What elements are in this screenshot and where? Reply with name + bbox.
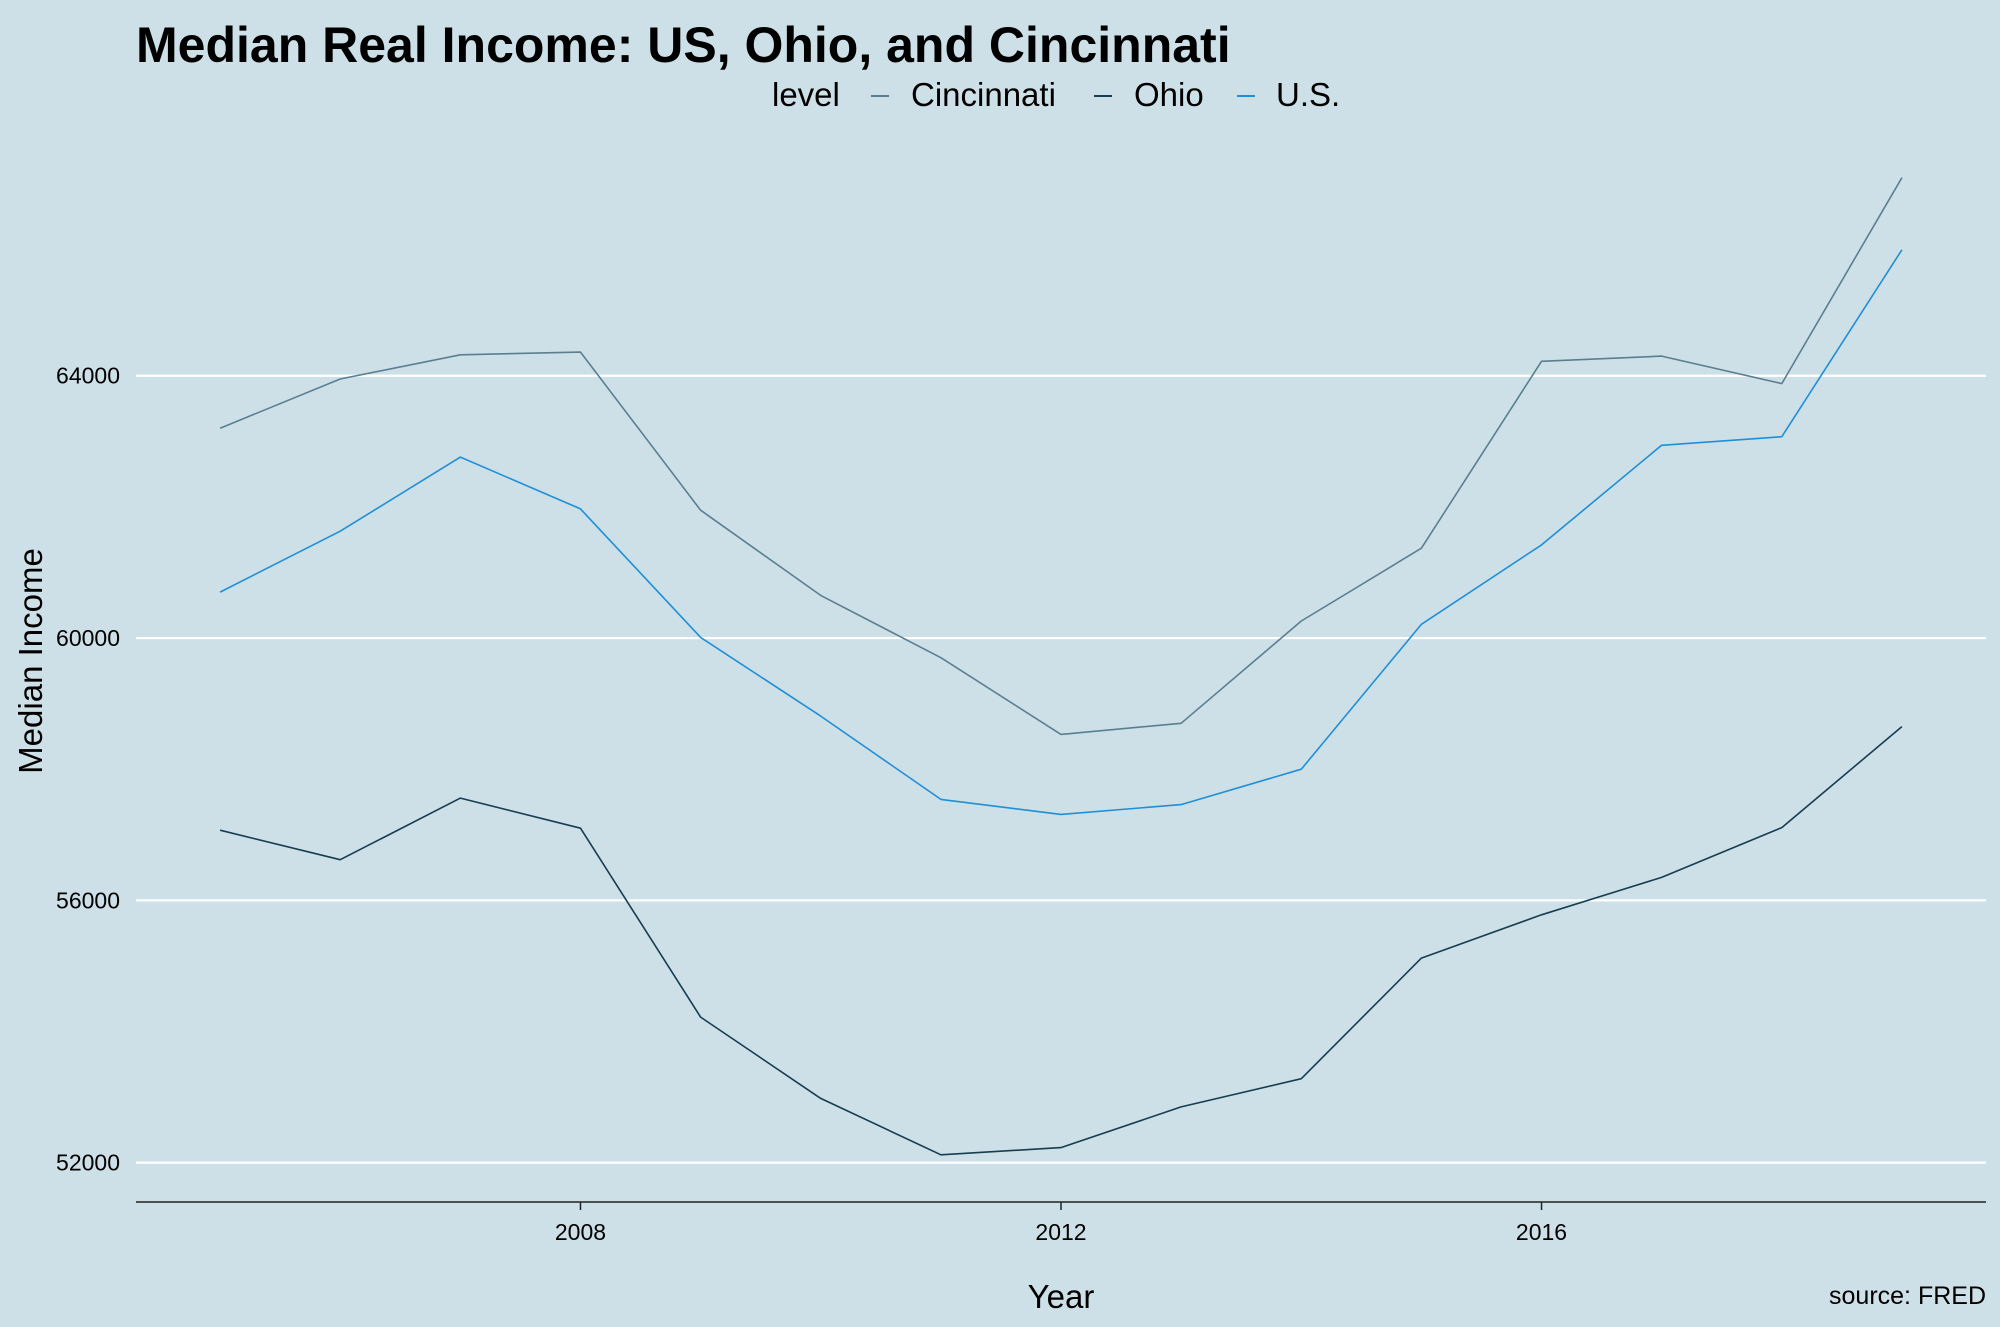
x-axis-ticks: 2008 2012 2016 [555,1202,1567,1245]
legend-label-us: U.S. [1276,76,1340,113]
series-lines [219,177,1903,1156]
y-tick-label: 64000 [56,363,120,389]
series-line-ohio [219,725,1903,1156]
legend-title: level [772,76,840,113]
x-axis-title: Year [1028,1278,1095,1315]
y-tick-label: 56000 [56,887,120,913]
series-line-u-s [219,249,1903,816]
y-tick-label: 52000 [56,1150,120,1176]
x-tick-label: 2016 [1516,1219,1567,1245]
x-tick-label: 2008 [555,1219,606,1245]
series-line-cincinnati [219,177,1903,736]
gridlines [136,374,1986,1164]
y-axis-title: Median Income [12,548,49,774]
y-tick-label: 60000 [56,625,120,651]
source-caption: source: FRED [1829,1282,1986,1310]
legend-label-cincinnati: Cincinnati [911,76,1056,113]
legend-label-ohio: Ohio [1134,76,1204,113]
x-tick-label: 2012 [1035,1219,1086,1245]
legend: level Cincinnati Ohio U.S. [772,76,1340,113]
chart-title: Median Real Income: US, Ohio, and Cincin… [136,17,1231,73]
y-axis-ticks: 52000 56000 60000 64000 [56,363,120,1176]
